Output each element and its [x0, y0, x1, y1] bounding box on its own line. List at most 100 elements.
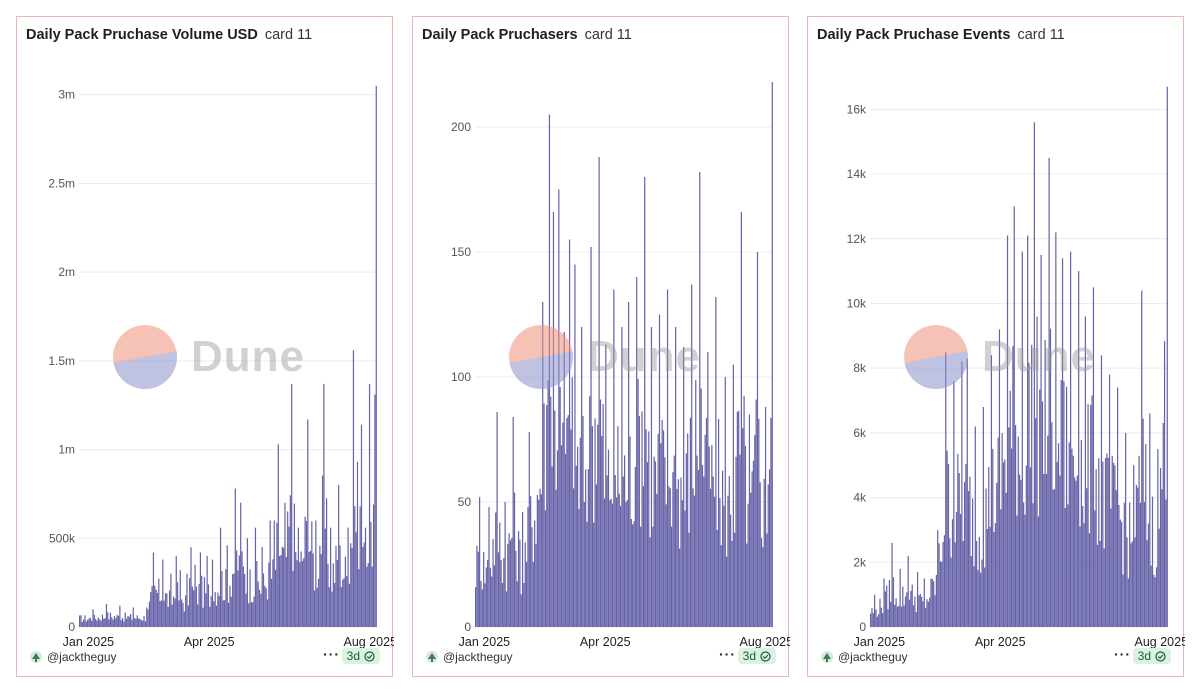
bar [346, 576, 348, 627]
bar [748, 414, 751, 627]
bar [500, 560, 502, 627]
bar [919, 593, 921, 627]
bar [708, 446, 710, 627]
bar [547, 380, 549, 627]
bar [1114, 465, 1116, 627]
refresh-badge[interactable]: 3d [341, 648, 380, 664]
bar [307, 419, 309, 627]
bar [910, 590, 912, 627]
bar [712, 476, 714, 627]
x-tick-label: Jan 2025 [459, 635, 510, 649]
bar-chart[interactable]: 0 2k 4k 6k 8k 10k 12k 14k 16k Jan 2025 Apr 2025 Aug… [808, 57, 1185, 657]
card-header: Daily Pack Pruchase Events card 11 [817, 27, 1065, 43]
bar [945, 352, 947, 627]
bar [540, 494, 542, 627]
refresh-badge[interactable]: 3d [737, 648, 776, 664]
x-tick-label: Aug 2025 [1135, 635, 1185, 649]
bar [1134, 537, 1136, 627]
bar [927, 601, 929, 627]
card-title[interactable]: Daily Pack Pruchase Events [817, 27, 1011, 43]
bar [626, 500, 628, 627]
bar [524, 542, 526, 627]
bar-chart[interactable]: 0 50 100 150 200 Jan 2025 Apr 2025 Aug 2025 [413, 57, 790, 657]
bar [1119, 519, 1121, 627]
bar-chart[interactable]: 0 500k 1m 1.5m 2m 2.5m 3m Jan 2025 Apr 2025 Aug 2… [17, 57, 394, 657]
bar [947, 463, 950, 627]
bar [1055, 232, 1057, 627]
bar [984, 567, 986, 627]
bar [590, 247, 592, 627]
author[interactable]: @jacktheguy [30, 650, 117, 664]
author[interactable]: @jacktheguy [821, 650, 908, 664]
bar [578, 509, 580, 627]
x-tick-label: Aug 2025 [344, 635, 394, 649]
bar [965, 463, 967, 627]
bar [338, 485, 340, 627]
bar [1031, 344, 1033, 627]
bar [1147, 523, 1150, 627]
refresh-badge[interactable]: 3d [1132, 648, 1171, 664]
bar [1045, 473, 1048, 627]
bar [1016, 515, 1018, 627]
bar [1027, 235, 1029, 627]
more-options-button[interactable]: ··· [719, 646, 736, 662]
bar [908, 599, 911, 627]
y-tick-label: 0 [68, 620, 75, 634]
bar [1158, 528, 1160, 627]
bar [598, 157, 600, 627]
card-title[interactable]: Daily Pack Pruchasers [422, 27, 578, 43]
bar [648, 431, 650, 627]
bar [1025, 465, 1027, 627]
bar [605, 344, 607, 627]
bar [536, 495, 538, 627]
bar [719, 498, 721, 627]
bar [760, 537, 763, 627]
bar [1080, 440, 1082, 627]
bar [922, 601, 924, 627]
bar [593, 522, 595, 627]
bar [178, 600, 180, 627]
bar [517, 531, 520, 627]
bar [201, 575, 203, 627]
bar [222, 600, 224, 627]
bar [521, 512, 524, 627]
bar [1032, 503, 1034, 627]
bar [154, 585, 156, 627]
bar [1075, 480, 1077, 627]
bar [317, 578, 320, 627]
bar [1053, 489, 1056, 627]
bar [319, 545, 321, 627]
bar [874, 594, 876, 627]
bar [963, 482, 966, 627]
bar [1001, 433, 1003, 627]
bar [585, 469, 587, 627]
bar [720, 545, 722, 627]
bar [709, 488, 712, 627]
bar [159, 601, 161, 627]
bar [1108, 374, 1111, 627]
bar [309, 550, 312, 627]
bar [642, 486, 645, 627]
bar [146, 607, 148, 627]
bar [1145, 444, 1147, 627]
bar [81, 621, 83, 627]
author[interactable]: @jacktheguy [426, 650, 513, 664]
bar [1012, 346, 1014, 627]
bar [619, 505, 622, 627]
bar [167, 606, 169, 627]
more-options-button[interactable]: ··· [1114, 646, 1131, 662]
bar [223, 600, 226, 627]
bar [244, 573, 246, 627]
bar [368, 383, 371, 627]
y-tick-label: 0 [859, 620, 866, 634]
bar [756, 252, 759, 627]
user-avatar-icon [821, 651, 833, 663]
bar [265, 588, 267, 627]
bar [1165, 499, 1167, 627]
bar [1154, 577, 1156, 627]
bar [739, 454, 741, 627]
bar [629, 436, 631, 627]
bar [939, 561, 942, 627]
card-title[interactable]: Daily Pack Pruchase Volume USD [26, 27, 258, 43]
more-options-button[interactable]: ··· [323, 646, 340, 662]
